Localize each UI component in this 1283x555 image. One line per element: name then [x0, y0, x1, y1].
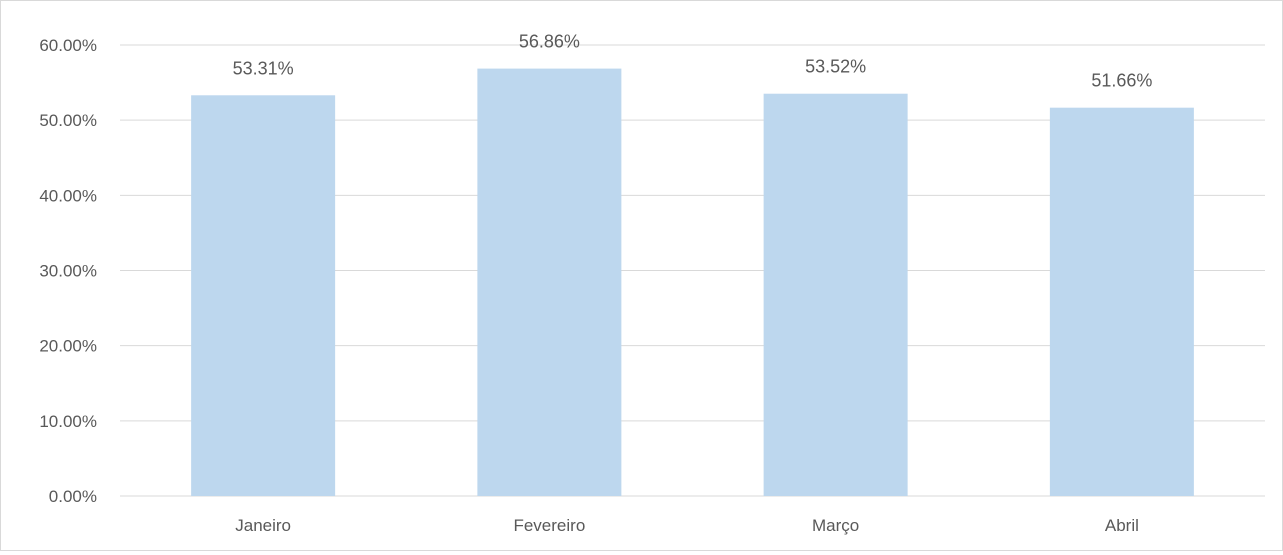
- x-axis-category-labels: Janeiro Fevereiro Março Abril: [235, 516, 1139, 535]
- data-label: 53.52%: [805, 57, 866, 77]
- bar-fevereiro: [477, 68, 622, 497]
- y-tick-label: 30.00%: [39, 262, 97, 281]
- data-labels: 53.31% 56.86% 53.52% 51.66%: [233, 32, 1153, 91]
- x-category-label: Fevereiro: [513, 516, 585, 535]
- bars: [191, 68, 1194, 497]
- data-label: 51.66%: [1091, 71, 1152, 91]
- y-tick-label: 40.00%: [39, 186, 97, 205]
- y-tick-label: 10.00%: [39, 412, 97, 431]
- y-tick-label: 0.00%: [49, 487, 97, 506]
- x-category-label: Março: [812, 516, 859, 535]
- bar-abril: [1049, 107, 1194, 497]
- bar-março: [763, 93, 908, 496]
- y-tick-label: 60.00%: [39, 36, 97, 55]
- x-category-label: Abril: [1105, 516, 1139, 535]
- data-label: 53.31%: [233, 58, 294, 78]
- y-axis-tick-labels: 0.00% 10.00% 20.00% 30.00% 40.00% 50.00% 60.00…: [39, 36, 97, 506]
- data-label: 56.86%: [519, 32, 580, 52]
- y-tick-label: 50.00%: [39, 111, 97, 130]
- y-tick-label: 20.00%: [39, 337, 97, 356]
- x-category-label: Janeiro: [235, 516, 291, 535]
- bar-janeiro: [191, 95, 336, 496]
